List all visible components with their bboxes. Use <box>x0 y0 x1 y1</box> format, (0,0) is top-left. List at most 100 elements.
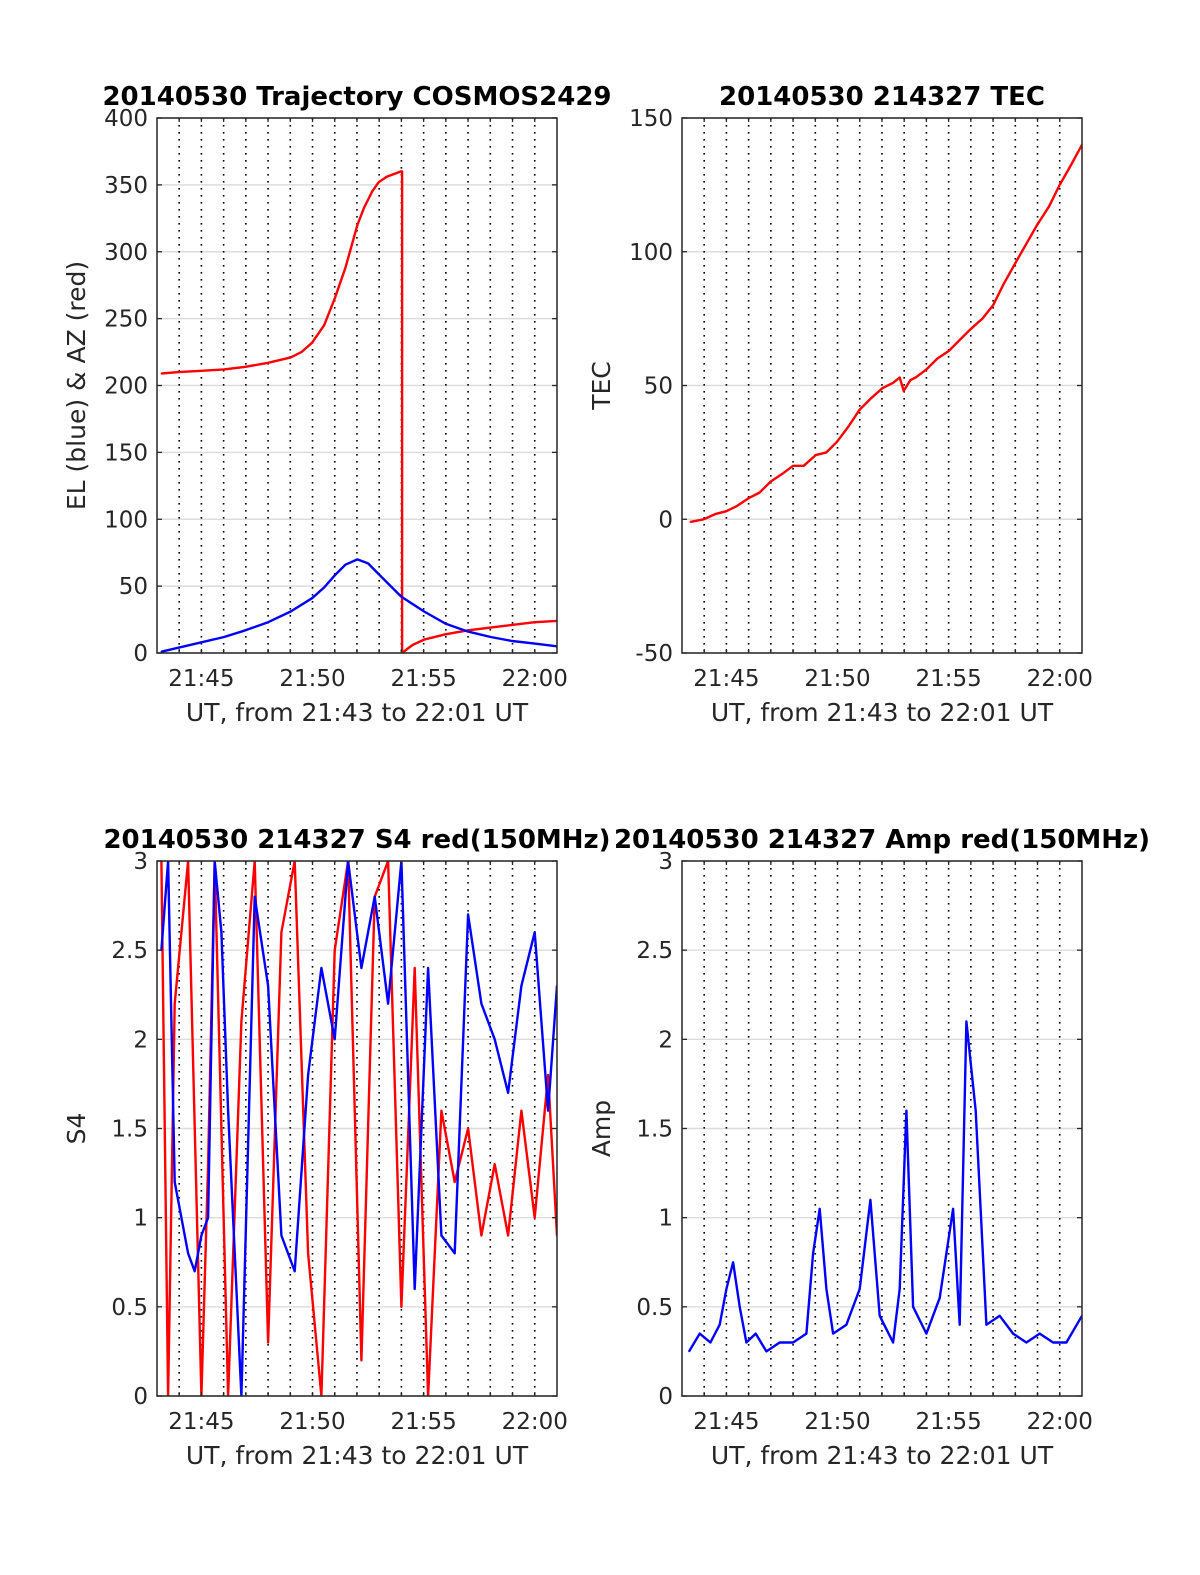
chart-title: 20140530 214327 S4 red(150MHz) <box>103 825 610 855</box>
y-tick-label: 200 <box>104 374 148 400</box>
data-point <box>1014 261 1017 264</box>
data-point <box>440 1109 443 1112</box>
data-point <box>200 1234 203 1237</box>
y-tick-label: 2.5 <box>111 938 148 964</box>
data-point <box>244 365 247 368</box>
data-point <box>173 1002 176 1005</box>
data-point <box>520 984 523 987</box>
data-point <box>547 1109 549 1112</box>
data-point <box>702 518 705 521</box>
data-point <box>892 381 894 384</box>
data-point <box>389 585 392 587</box>
chart-title: 20140530 214327 Amp red(150MHz) <box>614 825 1150 855</box>
data-point <box>792 464 794 467</box>
data-point <box>925 1332 928 1335</box>
x-tick-label: 22:00 <box>1027 1409 1093 1435</box>
data-point <box>289 356 292 359</box>
data-point <box>311 341 313 344</box>
y-tick-label: 100 <box>629 240 673 266</box>
data-point <box>1002 283 1005 285</box>
data-point <box>493 1038 496 1041</box>
data-point <box>1052 1341 1054 1344</box>
tec-panel: -50 0 50 100 150 21:45 21:50 21:55 22:00 20140530… <box>587 82 1093 727</box>
data-point <box>333 949 336 952</box>
data-point <box>413 967 416 969</box>
x-tick-label: 21:55 <box>916 1409 982 1435</box>
data-point <box>738 1305 741 1308</box>
data-point <box>869 398 872 400</box>
y-tick-label: 150 <box>629 106 673 132</box>
data-point <box>453 1181 456 1183</box>
data-point <box>344 266 347 269</box>
data-point <box>480 1002 483 1005</box>
y-tick-label: 250 <box>104 307 148 333</box>
data-point <box>444 622 447 625</box>
data-point <box>805 1332 808 1335</box>
data-point <box>280 1234 283 1237</box>
data-point <box>307 1252 309 1255</box>
data-point <box>371 190 373 193</box>
data-point <box>998 1314 1001 1317</box>
data-point <box>969 328 972 331</box>
data-point <box>778 1341 781 1344</box>
s4-panel: 0 0.5 1 1.5 2 2.5 3 21:45 21:50 21:55 22:00 2014053… <box>62 825 611 1470</box>
data-point <box>905 1109 908 1112</box>
data-point <box>1036 224 1038 226</box>
data-point <box>177 371 180 373</box>
y-tick-label: 0 <box>133 641 148 667</box>
y-axis-label: Amp <box>587 1100 616 1157</box>
x-tick-label: 21:45 <box>168 1409 234 1435</box>
data-point <box>311 597 313 600</box>
data-point <box>280 931 283 934</box>
y-tick-label: 300 <box>104 240 148 266</box>
data-point <box>958 339 961 341</box>
data-point <box>385 175 388 178</box>
data-point <box>533 642 536 645</box>
data-point <box>344 563 347 566</box>
data-point <box>965 1020 968 1023</box>
data-point <box>227 1109 230 1112</box>
data-point <box>912 1305 914 1308</box>
data-point <box>848 424 850 427</box>
data-point <box>480 1234 483 1237</box>
data-point <box>938 1297 941 1299</box>
y-tick-label: 0 <box>658 1384 673 1410</box>
data-point <box>427 967 429 969</box>
data-point <box>400 595 403 598</box>
data-point <box>453 1252 456 1255</box>
x-tick-label: 21:50 <box>804 666 870 692</box>
data-point <box>698 1332 701 1335</box>
data-point <box>925 368 928 371</box>
y-tick-label: 50 <box>644 374 673 400</box>
data-point <box>323 324 325 327</box>
data-point <box>193 1270 196 1273</box>
data-point <box>223 636 226 638</box>
data-point <box>253 895 256 898</box>
data-point <box>356 224 359 226</box>
data-point <box>467 630 469 633</box>
data-point <box>958 1323 961 1326</box>
data-point <box>1065 1341 1068 1344</box>
data-point <box>914 376 917 379</box>
data-point <box>373 895 376 898</box>
data-point <box>520 1109 523 1112</box>
data-point <box>1025 1341 1028 1344</box>
series-line-0 <box>688 1020 1082 1353</box>
data-point <box>878 1314 881 1317</box>
data-point <box>440 1234 443 1237</box>
data-point <box>869 1198 872 1201</box>
data-point <box>845 1323 848 1326</box>
data-point <box>267 1341 269 1344</box>
data-point <box>200 369 203 372</box>
data-point <box>781 472 784 475</box>
y-tick-label: 2 <box>133 1027 148 1053</box>
x-tick-label: 21:45 <box>168 666 234 692</box>
data-point <box>323 586 325 589</box>
data-point <box>1048 205 1050 208</box>
data-point <box>714 513 717 515</box>
data-point <box>356 558 359 561</box>
x-tick-label: 22:00 <box>1027 666 1093 692</box>
data-point <box>1012 1332 1014 1335</box>
data-point <box>533 931 536 934</box>
